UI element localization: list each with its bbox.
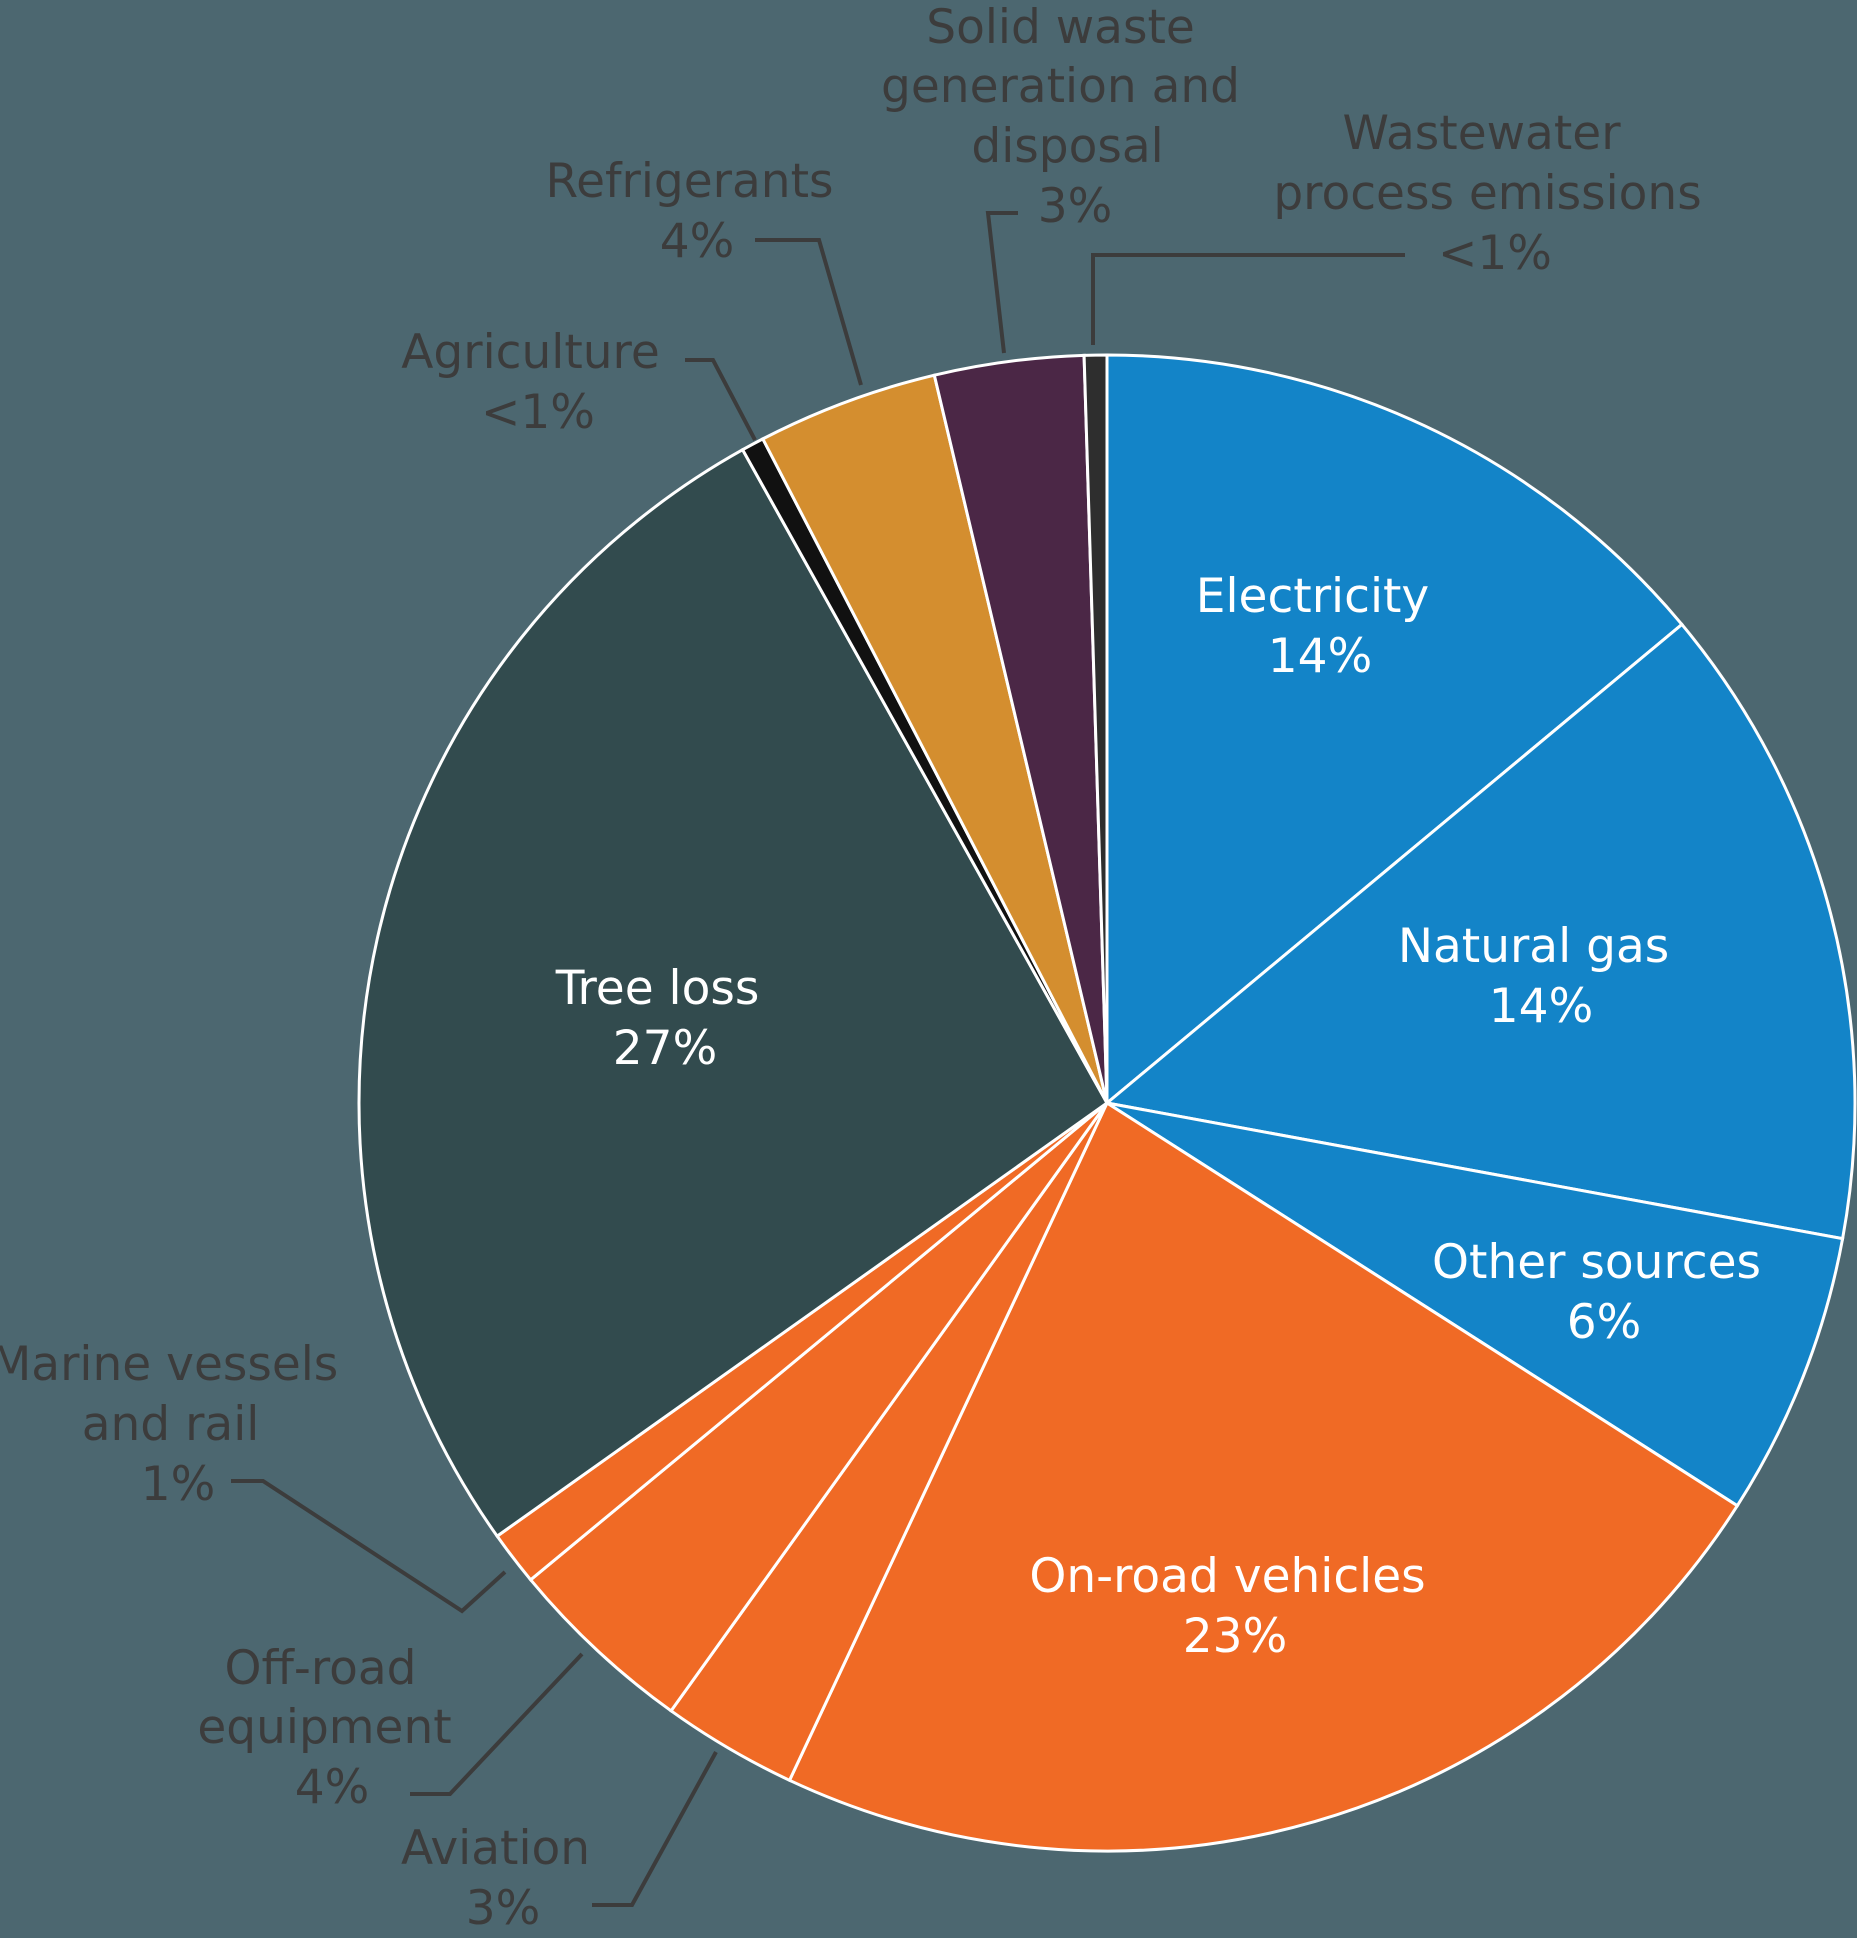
label-off-road-equipment: Off-road equipment 4% <box>197 1641 466 1815</box>
label-natural-gas: Natural gas 14% <box>1398 919 1684 1034</box>
label-refrigerants-name: Refrigerants <box>546 154 834 209</box>
label-aviation-pct: 3% <box>466 1881 541 1936</box>
label-solid-waste: Solid waste generation and disposal 3% <box>881 0 1255 234</box>
label-natural-gas-pct: 14% <box>1489 979 1593 1034</box>
label-aviation: Aviation 3% <box>401 1821 605 1936</box>
label-on-road-vehicles: On-road vehicles 23% <box>1029 1549 1440 1664</box>
leader-line-marine <box>231 1479 507 1614</box>
label-refrigerants-pct: 4% <box>660 214 735 269</box>
label-marine-line2: and rail <box>82 1397 260 1452</box>
leader-line-aviation <box>592 1751 718 1907</box>
leader-line-agriculture <box>685 358 757 441</box>
label-wastewater-line1: Wastewater <box>1343 106 1622 161</box>
label-electricity-name: Electricity <box>1196 569 1429 624</box>
leader-line-solid-waste <box>985 211 1018 354</box>
label-solid-waste-pct: 3% <box>1038 179 1113 234</box>
pie-slice-wastewater-process-emissions <box>1082 353 1109 1104</box>
label-tree-loss-name: Tree loss <box>555 961 760 1016</box>
label-agriculture-pct: <1% <box>481 385 595 440</box>
label-electricity: Electricity 14% <box>1196 569 1444 684</box>
label-other-sources-pct: 6% <box>1567 1295 1642 1350</box>
label-tree-loss: Tree loss 27% <box>555 961 775 1076</box>
pie-slice-off-road-equipment <box>528 1101 1109 1713</box>
label-agriculture-name: Agriculture <box>401 325 659 380</box>
pie-slices <box>357 353 1857 1853</box>
leader-line-off-road <box>410 1652 584 1796</box>
label-aviation-name: Aviation <box>401 1821 590 1876</box>
label-agriculture: Agriculture <1% <box>401 325 674 440</box>
leader-lines <box>231 211 1405 1907</box>
label-wastewater-line2: process emissions <box>1273 166 1701 221</box>
label-off-road-line2: equipment <box>197 1700 451 1755</box>
label-marine-vessels: Marine vessels and rail 1% <box>0 1337 353 1512</box>
label-solid-waste-line1: Solid waste <box>926 0 1195 55</box>
label-refrigerants: Refrigerants 4% <box>546 154 849 269</box>
label-natural-gas-name: Natural gas <box>1398 919 1669 974</box>
label-solid-waste-line3: disposal <box>971 119 1163 174</box>
label-wastewater: Wastewater process emissions <1% <box>1273 106 1716 281</box>
label-marine-pct: 1% <box>141 1457 216 1512</box>
label-solid-waste-line2: generation and <box>881 59 1240 114</box>
slice-labels: Electricity 14% Natural gas 14% Other so… <box>0 0 1776 1936</box>
label-electricity-pct: 14% <box>1268 629 1372 684</box>
pie-slice-other-sources <box>1106 1101 1845 1508</box>
label-other-sources-name: Other sources <box>1432 1235 1761 1290</box>
label-on-road-pct: 23% <box>1183 1609 1287 1664</box>
label-off-road-line1: Off-road <box>225 1641 417 1696</box>
pie-slice-natural-gas <box>1103 622 1857 1241</box>
pie-slice-tree-loss <box>357 447 1109 1539</box>
label-on-road-name: On-road vehicles <box>1029 1549 1425 1604</box>
label-marine-line1: Marine vessels <box>0 1337 338 1392</box>
label-off-road-pct: 4% <box>295 1760 370 1815</box>
pie-slice-on-road-vehicles <box>787 1100 1740 1853</box>
label-tree-loss-pct: 27% <box>613 1021 717 1076</box>
leader-line-wastewater <box>1091 253 1405 345</box>
pie-slice-refrigerants <box>760 373 1109 1104</box>
label-wastewater-pct: <1% <box>1438 226 1552 281</box>
label-other-sources: Other sources 6% <box>1432 1235 1776 1350</box>
pie-slice-electricity <box>1105 353 1684 1107</box>
leader-line-refrigerants <box>755 238 863 386</box>
